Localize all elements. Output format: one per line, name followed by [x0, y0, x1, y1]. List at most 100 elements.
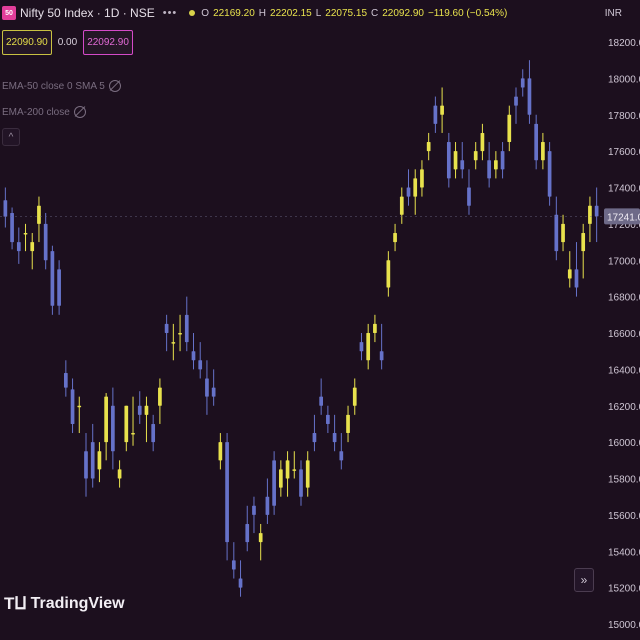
candle-body	[567, 269, 572, 279]
indicator-ema50[interactable]: EMA-50 close 0 SMA 5	[2, 80, 121, 92]
price-axis[interactable]: 15000.0 15200.0 15400.0 15600.0 15800.0 16000…	[608, 38, 640, 631]
hide-eye-icon[interactable]	[73, 106, 86, 118]
market-status-icon	[189, 10, 196, 16]
candle-body	[594, 205, 599, 217]
candle-body	[373, 323, 377, 333]
candle-body	[30, 242, 35, 252]
buy-price-button[interactable]: 22092.90	[83, 30, 133, 55]
ohlc-low-value: 22075.15	[325, 7, 368, 19]
candles-group	[3, 60, 599, 597]
candle-body	[231, 560, 236, 570]
candle-body	[406, 187, 411, 197]
ohlc-close-key: C	[371, 7, 379, 19]
last-price-label: 17241.0	[607, 212, 640, 223]
candle-body	[131, 433, 135, 435]
candle-body	[164, 323, 169, 333]
tradingview-logo: T⨿ TradingView	[4, 594, 125, 614]
hide-eye-icon[interactable]	[108, 80, 121, 92]
candle-body	[225, 442, 229, 543]
y-tick-label: 18200.0	[608, 38, 640, 49]
candle-body	[292, 469, 297, 471]
more-options-icon[interactable]: •••	[162, 7, 178, 19]
ohlc-readout: O 22169.20 H 22202.15 L 22075.15 C 22092.90 …	[189, 8, 507, 19]
candle-body	[90, 442, 95, 479]
candle-body	[446, 142, 451, 179]
candle-body	[104, 396, 108, 443]
candle-body	[10, 212, 14, 243]
candle-body	[299, 469, 303, 497]
candle-body	[158, 387, 162, 406]
collapse-legend-button[interactable]: ^	[2, 128, 20, 146]
y-tick-label: 17400.0	[608, 184, 640, 195]
candle-body	[43, 223, 48, 261]
candle-body	[238, 578, 243, 588]
candle-body	[16, 242, 21, 252]
ohlc-open-key: O	[201, 7, 210, 19]
currency-unit-label[interactable]: INR	[604, 8, 622, 19]
candle-body	[84, 451, 88, 479]
candle-body	[386, 260, 391, 288]
candle-body	[171, 342, 176, 344]
candle-body	[467, 187, 471, 206]
candle-body	[541, 142, 545, 161]
candle-body	[326, 414, 330, 424]
sell-price-button[interactable]: 22090.90	[2, 30, 52, 55]
candle-body	[514, 96, 518, 106]
candle-body	[352, 387, 357, 406]
candle-body	[440, 105, 444, 115]
candle-body	[50, 251, 55, 306]
tradingview-wordmark: TradingView	[30, 595, 125, 612]
candle-body	[420, 169, 424, 188]
candle-body	[252, 505, 256, 515]
ohlc-high-key: H	[258, 7, 267, 19]
indicator-ema50-label: EMA-50 close 0 SMA 5	[2, 80, 105, 92]
candle-body	[57, 269, 61, 306]
y-tick-label: 17600.0	[608, 147, 640, 158]
candle-body	[191, 351, 196, 361]
candle-body	[561, 223, 565, 243]
candle-body	[319, 396, 324, 406]
y-tick-label: 15800.0	[608, 475, 640, 486]
y-tick-label: 16600.0	[608, 329, 640, 340]
candle-body	[433, 105, 438, 124]
candle-body	[520, 78, 525, 88]
candle-body	[581, 232, 586, 252]
candle-body	[393, 232, 397, 243]
y-tick-label: 17000.0	[608, 256, 640, 267]
y-tick-label: 16800.0	[608, 293, 640, 304]
candle-body	[305, 460, 310, 488]
candle-body	[77, 405, 82, 408]
scroll-to-realtime-button[interactable]: »	[574, 568, 594, 592]
candle-body	[97, 451, 102, 470]
y-tick-label: 17200.0	[608, 220, 640, 231]
candle-body	[245, 523, 250, 543]
y-tick-label: 15600.0	[608, 511, 640, 522]
ohlc-high-value: 22202.15	[270, 7, 312, 19]
candle-body	[117, 469, 122, 479]
candle-body	[312, 433, 317, 443]
y-tick-label: 15400.0	[608, 547, 640, 558]
indicator-ema200[interactable]: EMA-200 close	[2, 106, 86, 118]
candle-body	[218, 442, 223, 461]
candle-body	[366, 333, 371, 361]
candle-body	[184, 314, 189, 343]
y-tick-label: 16400.0	[608, 365, 640, 376]
candle-body	[272, 460, 276, 506]
ohlc-open-value: 22169.20	[213, 7, 255, 19]
candle-body	[507, 114, 512, 143]
candle-body	[534, 123, 539, 161]
indicator-ema200-label: EMA-200 close	[2, 106, 70, 118]
y-tick-label: 16200.0	[608, 402, 640, 413]
candle-body	[211, 387, 216, 397]
candle-body	[265, 496, 270, 515]
symbol-title[interactable]: Nifty 50 Index · 1D · NSE	[20, 6, 155, 20]
candle-body	[346, 414, 350, 434]
y-tick-label: 16000.0	[608, 438, 640, 449]
candle-body	[379, 351, 384, 361]
candle-body	[137, 405, 142, 415]
candle-body	[278, 469, 283, 488]
candle-body	[453, 151, 458, 170]
candle-body	[111, 405, 115, 452]
symbol-logo-icon: 50	[2, 6, 16, 20]
